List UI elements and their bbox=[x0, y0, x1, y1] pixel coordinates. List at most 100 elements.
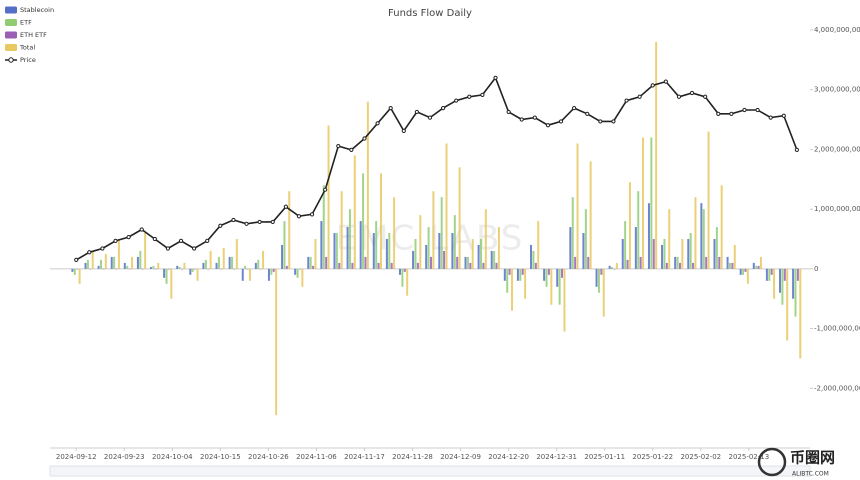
bar bbox=[624, 221, 627, 269]
bar bbox=[508, 268, 511, 275]
legend-item[interactable]: Total bbox=[5, 44, 35, 52]
bar bbox=[207, 268, 210, 270]
bar bbox=[228, 256, 231, 269]
bar bbox=[401, 268, 404, 287]
bar bbox=[104, 253, 107, 269]
bar bbox=[320, 221, 323, 269]
legend-label: ETH ETF bbox=[20, 31, 47, 39]
bar bbox=[398, 268, 401, 275]
legend-label: ETF bbox=[20, 19, 32, 27]
bar bbox=[537, 221, 540, 269]
price-point bbox=[493, 75, 498, 80]
legend-item[interactable]: ETH ETF bbox=[5, 31, 47, 39]
price-point bbox=[349, 147, 354, 152]
bar bbox=[267, 268, 270, 281]
bar bbox=[91, 250, 94, 269]
bar bbox=[582, 233, 585, 269]
bar bbox=[406, 268, 409, 296]
y-tick-label: -1,000,000,000 bbox=[814, 325, 860, 333]
bar bbox=[338, 262, 341, 269]
bar bbox=[584, 209, 587, 269]
bar bbox=[288, 191, 291, 269]
logo-icon bbox=[757, 447, 787, 477]
bar bbox=[663, 239, 666, 269]
legend-marker bbox=[8, 57, 14, 63]
bar bbox=[178, 267, 181, 269]
bar bbox=[325, 256, 328, 269]
price-point bbox=[427, 115, 433, 120]
y-tick-label: 1,000,000,000 bbox=[814, 205, 860, 213]
bar bbox=[393, 197, 396, 269]
bar bbox=[700, 203, 703, 269]
bar bbox=[196, 268, 199, 281]
bar bbox=[217, 256, 220, 269]
x-tick-label: 2025-01-22 bbox=[632, 453, 673, 461]
price-point bbox=[139, 227, 144, 232]
bar bbox=[309, 256, 312, 269]
bar bbox=[608, 265, 611, 269]
bar bbox=[458, 167, 461, 269]
bar bbox=[71, 268, 74, 272]
bar bbox=[110, 256, 113, 269]
x-tick-label: 2025-02-13 bbox=[729, 453, 770, 461]
price-point bbox=[283, 204, 288, 209]
legend-swatch bbox=[5, 19, 17, 26]
price-point bbox=[270, 219, 275, 225]
price-point bbox=[87, 250, 92, 255]
legend-item[interactable]: Stablecoin bbox=[5, 6, 54, 14]
legend-label: Stablecoin bbox=[20, 6, 54, 14]
bar bbox=[170, 268, 173, 299]
price-point bbox=[532, 115, 537, 120]
bar bbox=[746, 268, 749, 284]
bar bbox=[794, 268, 797, 317]
bar bbox=[335, 233, 338, 269]
price-point bbox=[362, 136, 367, 141]
bar bbox=[102, 268, 105, 270]
bar bbox=[524, 268, 527, 299]
price-point bbox=[624, 98, 629, 103]
price-point bbox=[467, 94, 472, 99]
bar bbox=[115, 268, 118, 270]
price-point bbox=[375, 121, 380, 126]
legend-item[interactable]: ETF bbox=[5, 19, 32, 27]
bar bbox=[569, 227, 572, 269]
bar bbox=[241, 268, 244, 281]
bar bbox=[755, 265, 758, 269]
zoom-slider[interactable] bbox=[49, 465, 811, 477]
bar bbox=[307, 256, 310, 269]
legend-swatch bbox=[5, 6, 17, 14]
chart-title: Funds Flow Daily bbox=[388, 8, 472, 19]
bar bbox=[490, 250, 493, 269]
bar bbox=[76, 268, 79, 270]
bar bbox=[215, 262, 218, 269]
bar bbox=[340, 191, 343, 269]
bar bbox=[117, 239, 120, 269]
bar bbox=[687, 239, 690, 269]
bar bbox=[477, 244, 480, 269]
bar bbox=[154, 268, 157, 270]
bar bbox=[511, 268, 514, 311]
bar bbox=[372, 233, 375, 269]
price-point bbox=[689, 90, 695, 96]
bar bbox=[713, 239, 716, 269]
y-tick-label: 0 bbox=[814, 265, 818, 273]
bar bbox=[571, 197, 574, 269]
bar bbox=[602, 268, 605, 317]
bar bbox=[783, 268, 786, 281]
bar bbox=[113, 256, 116, 269]
bar bbox=[144, 233, 147, 269]
bar bbox=[692, 262, 695, 269]
bar bbox=[390, 262, 393, 269]
bar bbox=[176, 265, 179, 269]
bar bbox=[739, 268, 742, 275]
price-point bbox=[192, 246, 197, 251]
bar bbox=[786, 268, 789, 341]
bar bbox=[519, 268, 522, 281]
bar bbox=[438, 233, 441, 269]
price-point bbox=[611, 119, 616, 124]
x-tick-label: 2025-02-02 bbox=[680, 453, 721, 461]
bar bbox=[414, 239, 417, 269]
bar bbox=[642, 137, 645, 269]
bar bbox=[403, 268, 406, 272]
legend-item[interactable]: Price bbox=[5, 56, 36, 64]
